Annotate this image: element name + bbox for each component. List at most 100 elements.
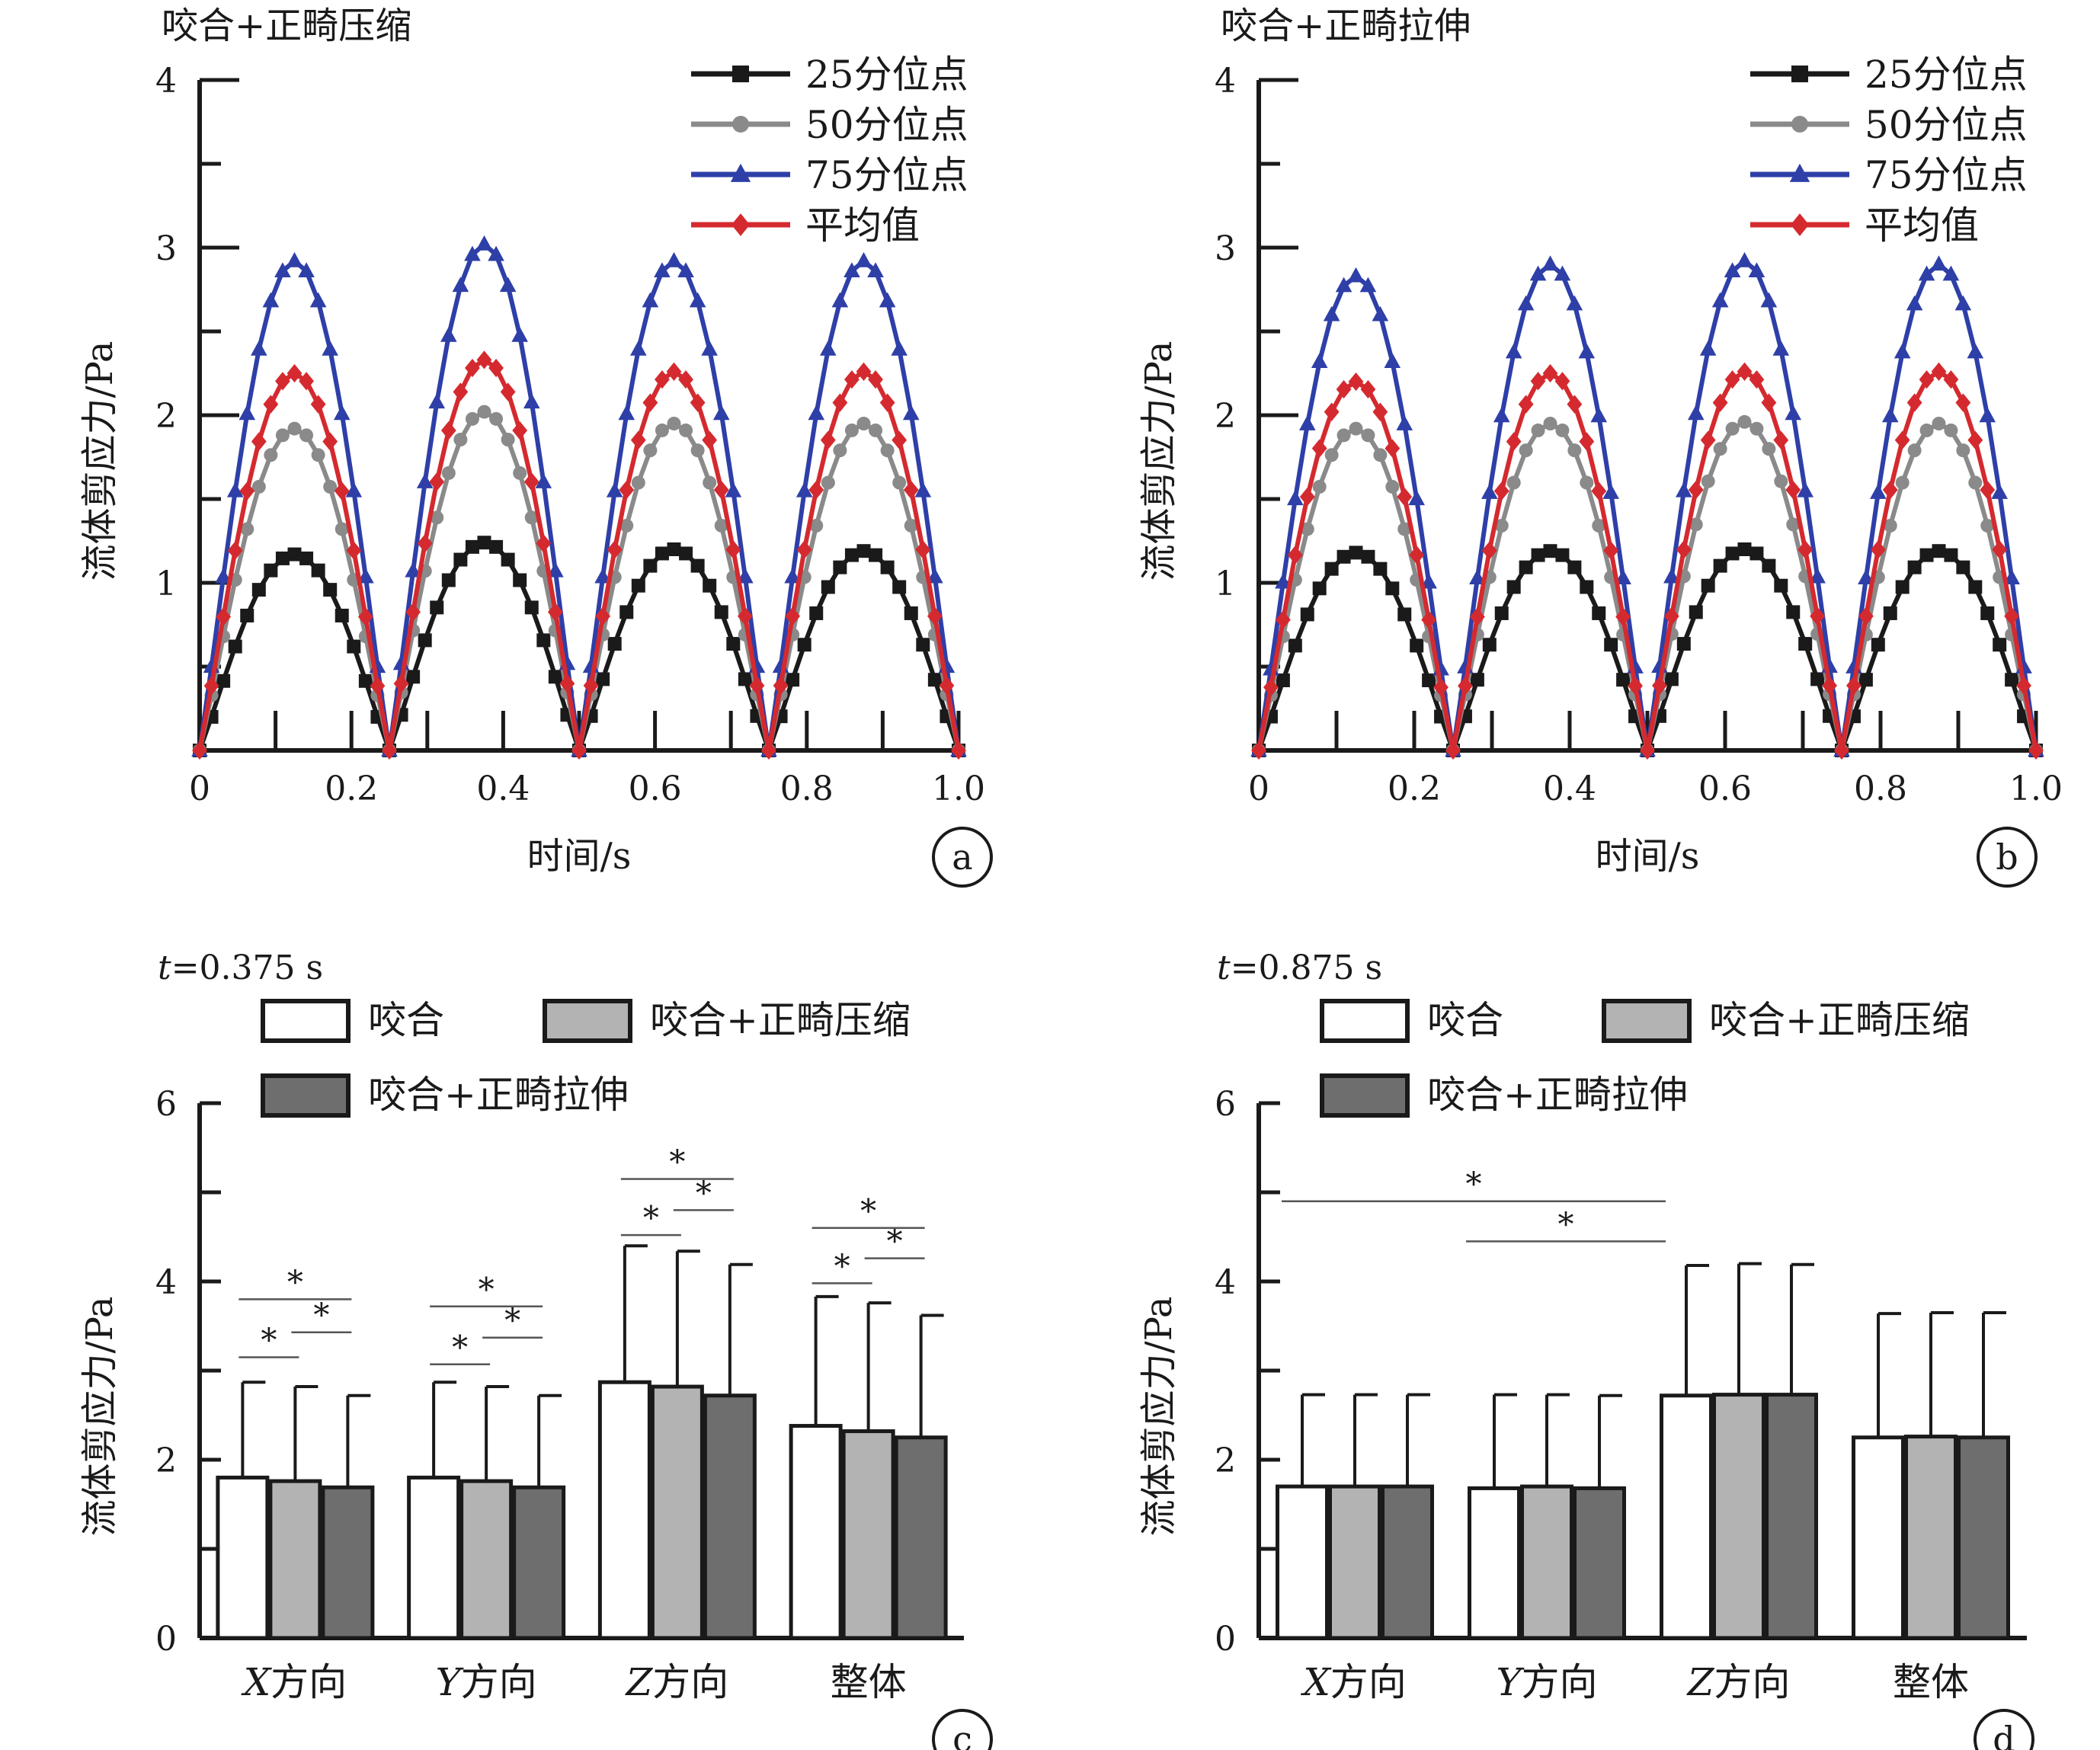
data-point — [1337, 549, 1351, 564]
category-variable: Z — [625, 1660, 654, 1704]
data-point — [1409, 545, 1425, 565]
y-axis-label: 流体剪应力/Pa — [78, 341, 121, 581]
data-point — [1918, 265, 1935, 281]
data-point — [665, 251, 683, 267]
data-point — [844, 548, 859, 562]
significance-star: * — [696, 1174, 712, 1211]
data-point — [1919, 423, 1934, 437]
data-point — [1422, 673, 1436, 688]
data-point — [844, 262, 860, 278]
significance-star: * — [287, 1263, 303, 1301]
category-variable: Z — [1686, 1660, 1715, 1704]
data-point — [476, 350, 492, 370]
bar — [1573, 1486, 1626, 1640]
data-point — [1834, 741, 1849, 760]
data-point — [786, 673, 800, 687]
data-point — [1797, 540, 1813, 559]
data-point — [808, 405, 825, 421]
data-point — [689, 292, 706, 308]
x-tick-label: 0.4 — [476, 769, 530, 808]
data-point — [488, 245, 504, 261]
data-point — [1724, 262, 1741, 278]
data-point — [594, 568, 611, 584]
data-point — [833, 560, 847, 574]
data-point — [1883, 518, 1897, 533]
data-point — [631, 475, 645, 490]
data-point — [904, 518, 918, 533]
data-point — [1993, 638, 2007, 652]
legend-label: 25分位点 — [1865, 53, 2028, 97]
data-point — [287, 363, 303, 383]
bar — [789, 1424, 843, 1640]
data-point — [868, 370, 883, 389]
legend-label: 75分位点 — [1865, 153, 2028, 197]
data-point — [1529, 265, 1547, 281]
data-point — [679, 423, 693, 437]
data-point — [809, 606, 824, 620]
legend-label: 平均值 — [1865, 203, 1979, 248]
data-point — [440, 326, 457, 342]
data-point — [1956, 443, 1970, 458]
bar — [894, 1435, 948, 1640]
category-text: 整体 — [831, 1660, 907, 1704]
data-point — [1531, 548, 1545, 562]
panel-label-circle — [1974, 1709, 2034, 1750]
data-point — [1275, 573, 1292, 589]
significance-star: * — [452, 1329, 468, 1366]
data-point — [1287, 490, 1304, 506]
data-point — [536, 633, 551, 648]
data-point — [405, 603, 421, 622]
data-point — [1954, 295, 1972, 311]
data-point — [1300, 522, 1314, 536]
category-label: X方向 — [1300, 1660, 1407, 1704]
significance-star: * — [834, 1247, 850, 1285]
data-point — [1421, 610, 1437, 629]
data-point — [1906, 393, 1922, 412]
data-point — [345, 481, 363, 497]
legend-marker — [732, 116, 749, 133]
data-point — [1991, 484, 2008, 499]
bar — [1712, 1393, 1765, 1640]
data-point — [1871, 638, 1885, 652]
data-point — [1894, 343, 1911, 359]
data-point — [1385, 581, 1400, 596]
data-point — [428, 393, 446, 409]
data-point — [880, 560, 895, 574]
category-text: 方向 — [1522, 1660, 1598, 1704]
bar — [1765, 1393, 1818, 1640]
x-tick-label: 0 — [189, 769, 210, 808]
x-tick-label: 0.8 — [780, 769, 834, 808]
data-point — [654, 262, 671, 278]
data-point — [512, 421, 528, 440]
category-label: 整体 — [1893, 1660, 1969, 1704]
data-point — [1676, 637, 1691, 651]
legend-label: 75分位点 — [805, 153, 968, 197]
data-point — [1944, 423, 1958, 437]
data-point — [642, 292, 659, 308]
data-point — [1895, 580, 1910, 594]
data-point — [1311, 439, 1327, 458]
data-point — [1870, 540, 1886, 559]
data-point — [322, 432, 338, 451]
data-point — [643, 443, 658, 458]
data-point — [1359, 277, 1377, 293]
data-point — [274, 262, 291, 278]
data-point — [904, 606, 918, 620]
data-point — [559, 674, 575, 693]
data-point — [737, 568, 754, 584]
data-point — [1324, 402, 1340, 421]
data-point — [821, 475, 835, 490]
data-point — [867, 262, 884, 278]
subtitle-value: =0.375 s — [171, 949, 323, 987]
data-point — [1335, 277, 1353, 293]
data-point — [880, 443, 895, 458]
data-point — [1980, 518, 1995, 533]
significance-star: * — [887, 1223, 903, 1260]
data-point — [1846, 676, 1862, 696]
data-point — [1470, 673, 1484, 687]
data-point — [536, 534, 552, 553]
data-point — [1361, 549, 1375, 564]
data-point — [1287, 545, 1303, 565]
data-point — [1907, 443, 1922, 458]
data-point — [1493, 481, 1509, 501]
